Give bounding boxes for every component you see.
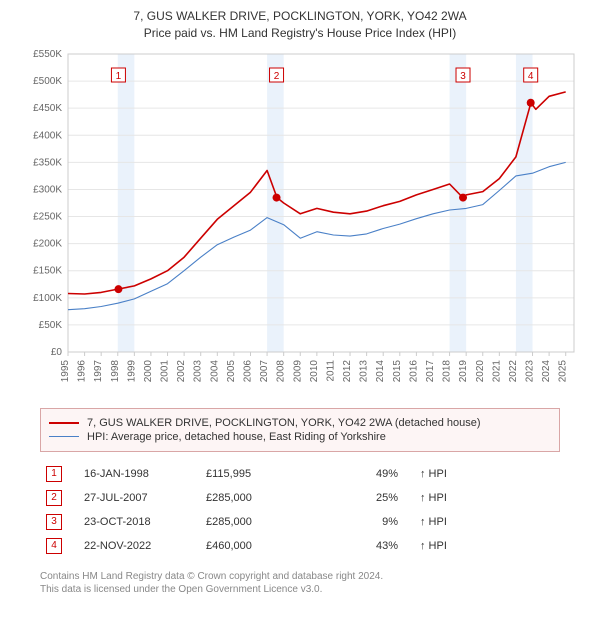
svg-text:2014: 2014	[375, 359, 386, 382]
svg-text:2007: 2007	[259, 359, 270, 382]
svg-text:1: 1	[116, 71, 122, 82]
sale-pct: 43%	[328, 540, 398, 552]
svg-text:2021: 2021	[491, 359, 502, 382]
svg-text:£500K: £500K	[33, 76, 62, 87]
svg-text:3: 3	[460, 71, 466, 82]
svg-text:2006: 2006	[242, 359, 253, 382]
legend-swatch-1	[49, 422, 79, 424]
svg-text:£100K: £100K	[33, 292, 62, 303]
sale-pct: 49%	[328, 468, 398, 480]
sale-row: 1 16-JAN-1998 £115,995 49% ↑ HPI	[40, 462, 560, 486]
svg-text:2008: 2008	[276, 359, 287, 382]
svg-text:2022: 2022	[508, 359, 519, 382]
price-chart: £0 £50K £100K £150K £200K £250K £300K £350K £400…	[20, 48, 580, 398]
sale-marker-box: 2	[46, 490, 62, 506]
sale-date: 16-JAN-1998	[84, 468, 184, 480]
sale-pct: 9%	[328, 516, 398, 528]
svg-text:2023: 2023	[525, 359, 536, 382]
svg-text:£0: £0	[51, 347, 63, 358]
svg-text:2010: 2010	[309, 359, 320, 382]
svg-text:£50K: £50K	[39, 320, 63, 331]
sale-date: 22-NOV-2022	[84, 540, 184, 552]
sale-delta: ↑ HPI	[420, 468, 470, 480]
legend-label-1: 7, GUS WALKER DRIVE, POCKLINGTON, YORK, …	[87, 417, 481, 429]
svg-text:2015: 2015	[392, 359, 403, 382]
title-line-2: Price paid vs. HM Land Registry's House …	[0, 25, 600, 42]
sale-price: £285,000	[206, 492, 306, 504]
sale-row: 4 22-NOV-2022 £460,000 43% ↑ HPI	[40, 534, 560, 558]
svg-text:£300K: £300K	[33, 184, 62, 195]
sale-row: 3 23-OCT-2018 £285,000 9% ↑ HPI	[40, 510, 560, 534]
legend: 7, GUS WALKER DRIVE, POCKLINGTON, YORK, …	[40, 408, 560, 452]
svg-text:1998: 1998	[110, 359, 121, 382]
svg-text:2004: 2004	[209, 359, 220, 382]
title-line-1: 7, GUS WALKER DRIVE, POCKLINGTON, YORK, …	[0, 8, 600, 25]
svg-text:2009: 2009	[292, 359, 303, 382]
svg-text:2019: 2019	[458, 359, 469, 382]
sale-pct: 25%	[328, 492, 398, 504]
svg-text:2011: 2011	[325, 359, 336, 381]
svg-text:£250K: £250K	[33, 211, 62, 222]
footer-line-1: Contains HM Land Registry data © Crown c…	[40, 570, 560, 584]
svg-text:2000: 2000	[143, 359, 154, 382]
sale-delta: ↑ HPI	[420, 516, 470, 528]
sale-marker-box: 3	[46, 514, 62, 530]
legend-row-property: 7, GUS WALKER DRIVE, POCKLINGTON, YORK, …	[49, 417, 551, 429]
sale-marker-box: 4	[46, 538, 62, 554]
sale-date: 27-JUL-2007	[84, 492, 184, 504]
sales-table: 116-JAN-1998£115,99549%↑ HPI227-JUL-2007…	[40, 462, 560, 558]
svg-text:2016: 2016	[408, 359, 419, 382]
svg-text:2024: 2024	[541, 359, 552, 382]
svg-text:£200K: £200K	[33, 238, 62, 249]
legend-label-2: HPI: Average price, detached house, East…	[87, 431, 386, 443]
svg-text:£150K: £150K	[33, 265, 62, 276]
svg-text:2017: 2017	[425, 359, 436, 382]
svg-text:£550K: £550K	[33, 49, 62, 60]
svg-text:4: 4	[528, 71, 534, 82]
sale-delta: ↑ HPI	[420, 492, 470, 504]
svg-text:2001: 2001	[160, 359, 171, 382]
svg-text:2002: 2002	[176, 359, 187, 382]
footer-line-2: This data is licensed under the Open Gov…	[40, 583, 560, 597]
svg-text:2005: 2005	[226, 359, 237, 382]
sale-marker-box: 1	[46, 466, 62, 482]
svg-text:2013: 2013	[359, 359, 370, 382]
svg-text:1996: 1996	[77, 359, 88, 382]
svg-text:1999: 1999	[126, 359, 137, 382]
svg-text:2012: 2012	[342, 359, 353, 382]
chart-title: 7, GUS WALKER DRIVE, POCKLINGTON, YORK, …	[0, 0, 600, 42]
svg-text:2: 2	[274, 71, 280, 82]
sale-delta: ↑ HPI	[420, 540, 470, 552]
sale-price: £115,995	[206, 468, 306, 480]
legend-row-hpi: HPI: Average price, detached house, East…	[49, 431, 551, 443]
svg-text:1995: 1995	[60, 359, 71, 382]
sale-row: 2 27-JUL-2007 £285,000 25% ↑ HPI	[40, 486, 560, 510]
sale-date: 23-OCT-2018	[84, 516, 184, 528]
legend-swatch-2	[49, 436, 79, 437]
svg-text:2003: 2003	[193, 359, 204, 382]
svg-text:1997: 1997	[93, 359, 104, 382]
svg-text:£400K: £400K	[33, 130, 62, 141]
svg-text:£450K: £450K	[33, 103, 62, 114]
sale-price: £460,000	[206, 540, 306, 552]
svg-text:£350K: £350K	[33, 157, 62, 168]
sale-price: £285,000	[206, 516, 306, 528]
svg-text:2018: 2018	[442, 359, 453, 382]
svg-text:2020: 2020	[475, 359, 486, 382]
footer: Contains HM Land Registry data © Crown c…	[40, 570, 560, 597]
svg-text:2025: 2025	[558, 359, 569, 382]
